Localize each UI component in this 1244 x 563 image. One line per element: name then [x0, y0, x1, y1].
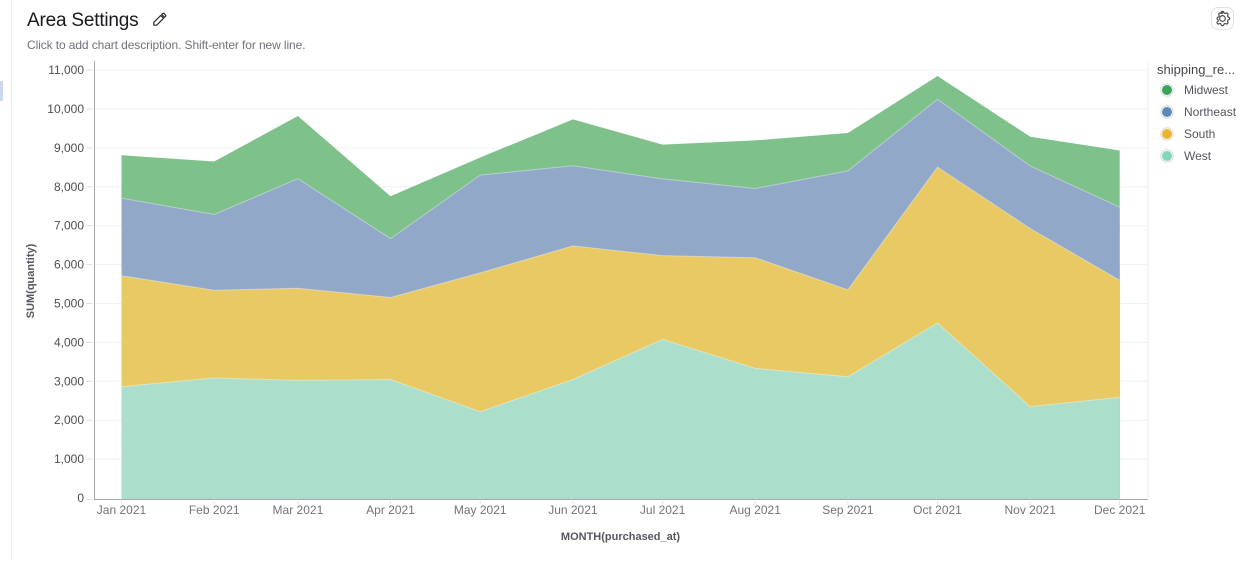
svg-text:10,000: 10,000: [47, 102, 84, 116]
svg-text:Aug 2021: Aug 2021: [730, 503, 782, 517]
svg-text:MONTH(purchased_at): MONTH(purchased_at): [561, 531, 681, 543]
svg-text:Jul 2021: Jul 2021: [640, 503, 686, 517]
svg-text:Oct 2021: Oct 2021: [913, 503, 962, 517]
svg-text:Mar 2021: Mar 2021: [273, 503, 324, 517]
svg-text:1,000: 1,000: [54, 452, 84, 466]
svg-text:Jan 2021: Jan 2021: [97, 503, 147, 517]
svg-text:Apr 2021: Apr 2021: [366, 503, 415, 517]
svg-text:4,000: 4,000: [54, 335, 84, 349]
svg-text:SUM(quantity): SUM(quantity): [25, 243, 37, 318]
svg-text:6,000: 6,000: [54, 258, 84, 272]
svg-text:Dec 2021: Dec 2021: [1094, 503, 1146, 517]
svg-text:May 2021: May 2021: [454, 503, 507, 517]
svg-text:Nov 2021: Nov 2021: [1005, 503, 1057, 517]
svg-text:7,000: 7,000: [54, 219, 84, 233]
svg-text:2,000: 2,000: [54, 413, 84, 427]
svg-text:9,000: 9,000: [54, 141, 84, 155]
svg-text:0: 0: [77, 491, 84, 505]
svg-text:Feb 2021: Feb 2021: [189, 503, 240, 517]
svg-text:8,000: 8,000: [54, 180, 84, 194]
svg-text:11,000: 11,000: [48, 63, 84, 77]
svg-text:Sep 2021: Sep 2021: [822, 503, 874, 517]
svg-text:3,000: 3,000: [54, 374, 84, 388]
svg-text:Jun 2021: Jun 2021: [548, 503, 598, 517]
svg-text:5,000: 5,000: [54, 297, 84, 311]
